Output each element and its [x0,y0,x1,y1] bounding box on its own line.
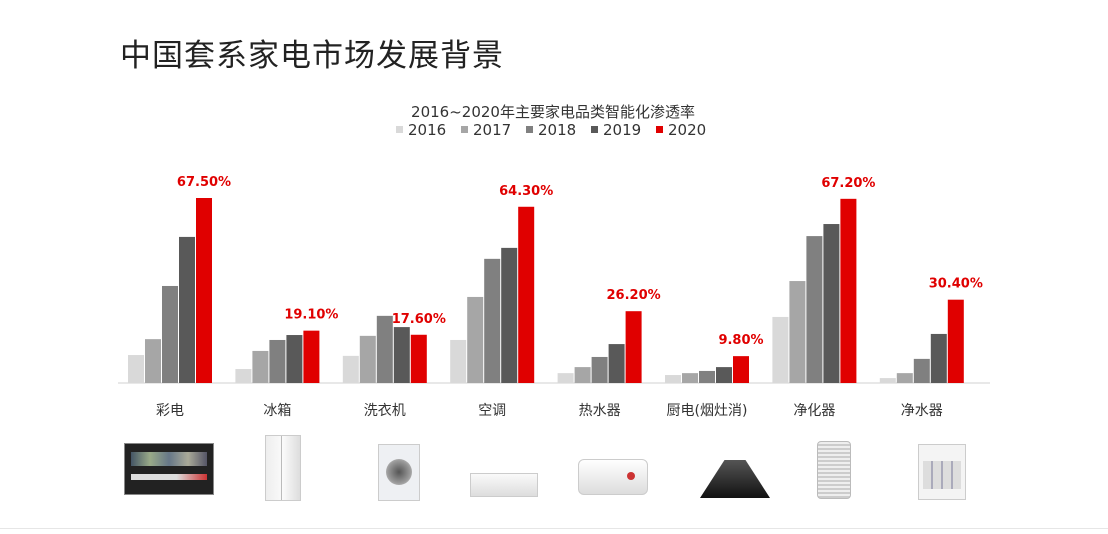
bar-2018-6 [806,236,823,383]
bar-2018-1 [269,339,286,383]
bar-2016-0 [128,355,144,383]
legend-swatch-2017 [461,126,468,133]
page-title: 中国套系家电市场发展背景 [120,38,504,74]
bar-2019-6 [823,224,840,383]
tv-image [124,443,214,495]
bar-2017-1 [252,350,269,383]
legend-label-2017: 2017 [473,121,511,139]
legend-swatch-2016 [396,126,403,133]
data-label: 67.20% [821,176,875,191]
data-label: 64.30% [499,184,553,199]
water-purifier-image [918,444,966,500]
legend-label-2018: 2018 [538,121,576,139]
legend-label-2020: 2020 [668,121,706,139]
bar-2017-3 [467,296,484,383]
category-label: 彩电 [156,403,184,419]
bar-2020-7 [947,299,964,383]
bar-2017-4 [574,367,591,383]
data-label: 26.20% [607,288,661,303]
bar-2020-6 [840,198,857,383]
bar-2019-0 [179,236,195,383]
legend-swatch-2018 [526,126,533,133]
bar-2018-5 [699,370,715,383]
bar-2019-4 [608,344,625,383]
legend-swatch-2020 [656,126,663,133]
category-label: 冰箱 [263,403,291,419]
bar-2017-5 [682,373,698,383]
bar-2019-3 [501,247,518,383]
legend-label-2016: 2016 [408,121,446,139]
bar-2016-5 [665,375,681,383]
bar-2016-7 [879,378,896,383]
legend-label-2019: 2019 [603,121,641,139]
bar-2018-7 [913,358,930,383]
bar-2020-3 [518,206,535,383]
bar-2016-6 [772,316,789,383]
data-label: 30.40% [929,277,983,292]
data-label: 9.80% [718,333,763,348]
data-label: 67.50% [177,175,231,190]
bar-2020-0 [196,198,212,383]
bar-2016-3 [450,339,467,383]
bar-2018-3 [484,258,501,383]
bar-2019-7 [930,333,947,383]
bar-2018-4 [591,356,608,383]
bar-2017-6 [789,281,806,383]
data-label: 17.60% [392,312,446,327]
bar-2019-1 [286,335,303,383]
air-purifier-image [817,441,851,499]
bar-2020-5 [733,356,749,383]
bar-2020-2 [410,334,427,383]
divider [0,528,1108,529]
bar-2019-2 [393,327,410,383]
bar-2020-1 [303,330,320,383]
category-label: 空调 [478,403,506,419]
bar-2017-7 [896,373,913,383]
legend-swatch-2019 [591,126,598,133]
bar-2016-2 [342,355,359,383]
water-heater-image [578,459,648,495]
bar-2020-4 [625,311,642,383]
bar-2019-5 [716,367,732,383]
category-label: 厨电(烟灶消) [667,403,748,419]
washing-machine-image [378,444,420,501]
category-label: 净化器 [793,403,835,419]
category-label: 净水器 [901,403,943,419]
chart-title: 2016~2020年主要家电品类智能化渗透率 [411,103,695,121]
air-conditioner-image [470,473,538,497]
data-label: 19.10% [284,308,338,323]
bar-2017-0 [145,339,161,383]
bar-2016-1 [235,369,252,383]
category-label: 热水器 [579,403,621,419]
bar-2017-2 [359,335,376,383]
bar-2018-2 [376,315,393,383]
bar-2016-4 [557,373,574,383]
bar-2018-0 [162,285,178,383]
refrigerator-image [265,435,301,501]
category-label: 洗衣机 [364,403,406,419]
